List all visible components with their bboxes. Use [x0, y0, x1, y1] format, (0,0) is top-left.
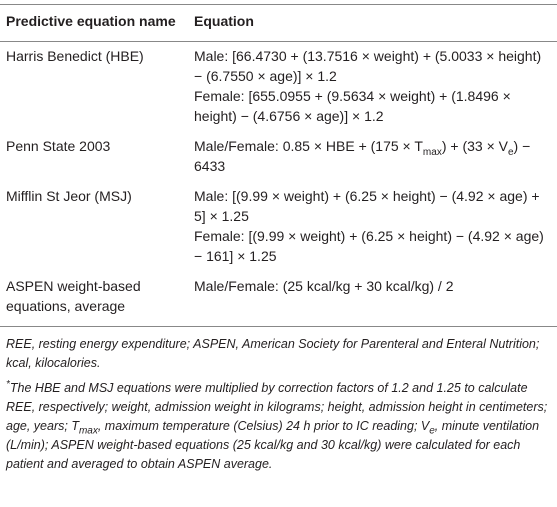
text: Male/Female: (25 kcal/kg + 30 kcal/kg) /… — [194, 278, 454, 294]
text: Female: [(9.99 × weight) + (6.25 × heigh… — [194, 228, 544, 264]
table-row: Mifflin St Jeor (MSJ) Male: [(9.99 × weig… — [0, 182, 557, 272]
text: ) + (33 × V — [441, 138, 508, 154]
equation: Male/Female: (25 kcal/kg + 30 kcal/kg) /… — [194, 276, 551, 296]
table-row: ASPEN weight-based equations, average Mal… — [0, 272, 557, 327]
name-cell: Mifflin St Jeor (MSJ) — [6, 188, 132, 204]
equation-table: Predictive equation name Equation Harris… — [0, 4, 557, 327]
equation: Female: [(9.99 × weight) + (6.25 × heigh… — [194, 226, 551, 266]
footnote: REE, resting energy expenditure; ASPEN, … — [6, 335, 551, 373]
subscript: e — [507, 146, 514, 158]
footnote: *The HBE and MSJ equations were multipli… — [6, 379, 551, 474]
equation: Male: [66.4730 + (13.7516 × weight) + (5… — [194, 46, 551, 86]
equation: Male: [(9.99 × weight) + (6.25 × height)… — [194, 186, 551, 226]
equation-cell: Male: [(9.99 × weight) + (6.25 × height)… — [188, 182, 557, 272]
name-cell: Penn State 2003 — [6, 138, 111, 154]
equation: Male/Female: 0.85 × HBE + (175 × Tmax) +… — [194, 136, 551, 176]
subscript: e — [429, 425, 435, 437]
subscript: max — [422, 146, 442, 158]
equation: Female: [655.0955 + (9.5634 × weight) + … — [194, 86, 551, 126]
equation-cell: Male/Female: (25 kcal/kg + 30 kcal/kg) /… — [188, 272, 557, 327]
header-cell: Predictive equation name — [0, 4, 188, 42]
text: The HBE and MSJ equations were multiplie… — [6, 381, 548, 433]
header-row: Predictive equation name Equation — [0, 4, 557, 42]
subscript: max — [78, 425, 98, 437]
text: , minute ventilation (L/min); ASPEN weig… — [6, 419, 540, 471]
header-cell: Equation — [188, 4, 557, 42]
name-cell: ASPEN weight-based equations, average — [0, 272, 188, 327]
table-row: Penn State 2003 Male/Female: 0.85 × HBE +… — [0, 132, 557, 182]
footnotes: REE, resting energy expenditure; ASPEN, … — [0, 327, 557, 474]
name-cell: Harris Benedict (HBE) — [6, 48, 144, 64]
superscript: * — [6, 378, 10, 390]
text: REE, resting energy expenditure; ASPEN, … — [6, 337, 540, 370]
text: , maximum temperature (Celsius) 24 h pri… — [97, 419, 430, 433]
equation-cell: Male: [66.4730 + (13.7516 × weight) + (5… — [188, 42, 557, 133]
text: Female: [655.0955 + (9.5634 × weight) + … — [194, 88, 511, 124]
table-row: Harris Benedict (HBE) Male: [66.4730 + (1… — [0, 42, 557, 133]
text: Male/Female: 0.85 × HBE + (175 × T — [194, 138, 423, 154]
text: Male: [66.4730 + (13.7516 × weight) + (5… — [194, 48, 542, 84]
text: ) − 6433 — [194, 138, 531, 174]
equation-cell: Male/Female: 0.85 × HBE + (175 × Tmax) +… — [188, 132, 557, 182]
text: Male: [(9.99 × weight) + (6.25 × height)… — [194, 188, 540, 224]
